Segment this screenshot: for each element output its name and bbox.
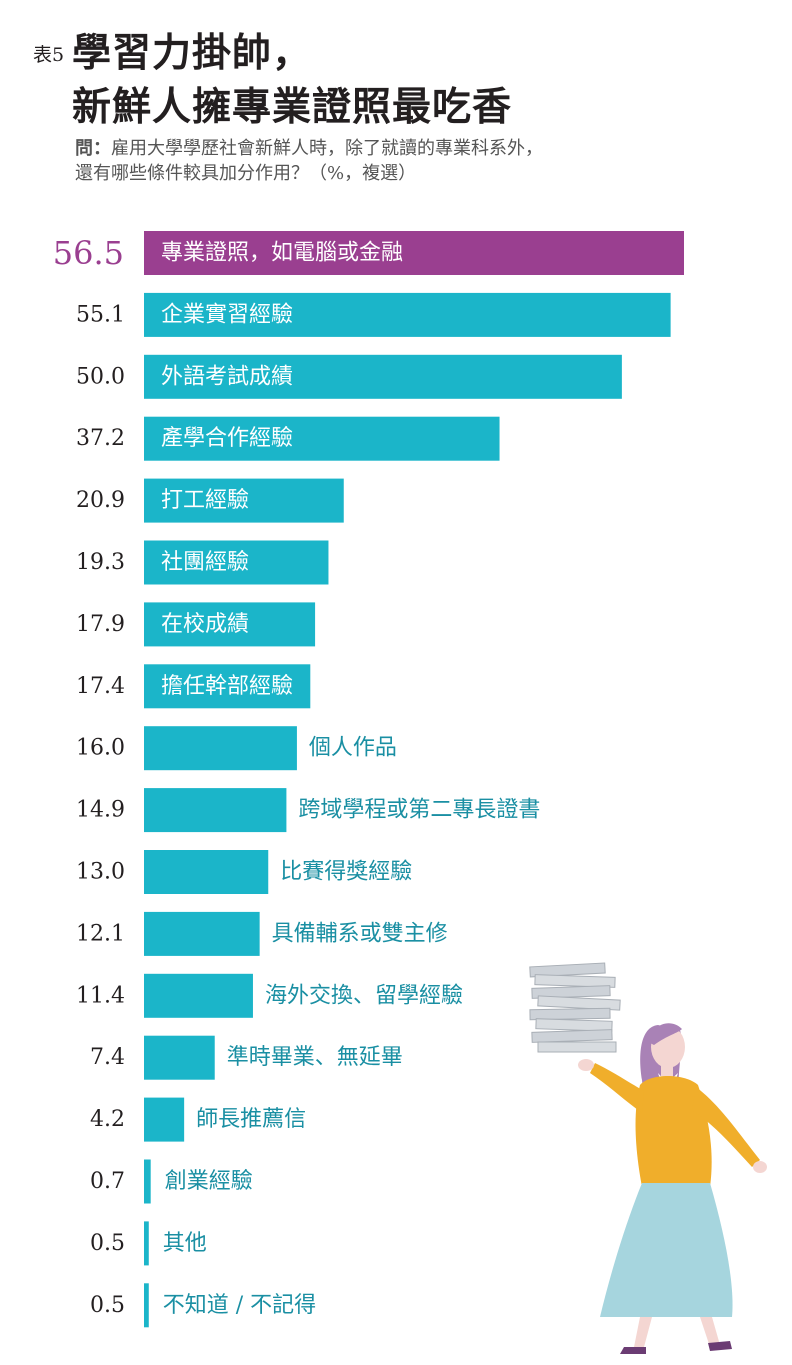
category-label-14: 師長推薦信: [196, 1107, 306, 1132]
category-label-9: 跨域學程或第二專長證書: [298, 798, 540, 823]
bar-15: [144, 1159, 151, 1204]
value-label-6: 17.9: [76, 612, 125, 637]
value-label-13: 7.4: [90, 1045, 125, 1070]
value-label-7: 17.4: [76, 674, 125, 699]
bar-14: [144, 1097, 185, 1142]
bar-10: [144, 850, 269, 894]
value-label-10: 13.0: [76, 860, 125, 885]
category-label-12: 海外交換、留學經驗: [265, 983, 463, 1008]
question-line-2: 還有哪些條件較具加分作用？（%，複選）: [75, 163, 417, 184]
question-line-1: 雇用大學學歷社會新鮮人時，除了就讀的專業科系外，: [111, 138, 543, 159]
category-label-5: 社團經驗: [161, 550, 249, 575]
bar-3: [144, 416, 500, 461]
category-label-3: 產學合作經驗: [161, 426, 293, 451]
sweater: [635, 1076, 712, 1187]
paper-stack: [529, 962, 621, 1053]
chart-header: 表5 學習力掛帥， 新鮮人擁專業證照最吃香 問：雇用大學學歷社會新鮮人時，除了就…: [0, 0, 792, 200]
bar-4: [144, 478, 344, 523]
right-arm: [692, 1087, 760, 1167]
category-label-11: 具備輔系或雙主修: [272, 921, 448, 946]
question-label: 問：: [75, 138, 111, 159]
bar-16: [144, 1221, 149, 1266]
bar-8: [144, 726, 297, 771]
category-label-10: 比賽得獎經驗: [280, 860, 412, 885]
category-label-2: 外語考試成績: [161, 364, 293, 389]
value-label-17: 0.5: [90, 1293, 125, 1318]
category-label-6: 在校成績: [161, 612, 249, 637]
value-label-4: 20.9: [76, 488, 125, 513]
category-label-1: 企業實習經驗: [161, 302, 293, 327]
value-label-15: 0.7: [90, 1169, 125, 1194]
skirt: [600, 1183, 733, 1317]
bar-12: [144, 973, 253, 1018]
value-label-1: 55.1: [76, 302, 125, 327]
category-label-16: 其他: [163, 1231, 207, 1256]
value-label-5: 19.3: [76, 550, 125, 575]
chart-title-line-1: 學習力掛帥，: [72, 30, 313, 76]
bar-5: [144, 540, 329, 585]
value-label-2: 50.0: [76, 364, 125, 389]
category-label-17: 不知道 / 不記得: [163, 1293, 316, 1318]
bar-1: [144, 292, 671, 337]
chart-title-line-2: 新鮮人擁專業證照最吃香: [72, 84, 513, 130]
value-label-0: 56.5: [53, 234, 124, 272]
value-label-14: 4.2: [90, 1107, 125, 1132]
value-label-16: 0.5: [90, 1231, 125, 1256]
category-label-7: 擔任幹部經驗: [161, 674, 293, 699]
table-number: 表5: [33, 44, 65, 66]
survey-question: 問：雇用大學學歷社會新鮮人時，除了就讀的專業科系外， 還有哪些條件較具加分作用？…: [75, 136, 543, 186]
hair-top: [650, 1023, 682, 1045]
bar-13: [144, 1035, 215, 1080]
bar-6: [144, 602, 316, 647]
value-label-11: 12.1: [76, 921, 125, 946]
legs: [634, 1317, 720, 1347]
left-arm: [590, 1063, 644, 1113]
value-label-8: 16.0: [76, 736, 125, 761]
shoes: [620, 1341, 732, 1354]
bar-11: [144, 911, 260, 956]
category-label-15: 創業經驗: [165, 1169, 253, 1194]
category-label-0: 專業證照，如電腦或金融: [161, 241, 403, 266]
bar-2: [144, 354, 622, 399]
bar-0: [144, 231, 684, 275]
bar-17: [144, 1283, 149, 1328]
woman-carrying-paper-stack-icon: [529, 962, 767, 1354]
bar-9: [144, 788, 287, 833]
value-label-9: 14.9: [76, 798, 125, 823]
bar-7: [144, 664, 311, 709]
category-label-8: 個人作品: [309, 736, 397, 761]
value-label-3: 37.2: [76, 426, 125, 451]
category-label-4: 打工經驗: [161, 488, 249, 513]
value-label-12: 11.4: [76, 983, 125, 1008]
category-label-13: 準時畢業、無延畢: [227, 1045, 403, 1070]
